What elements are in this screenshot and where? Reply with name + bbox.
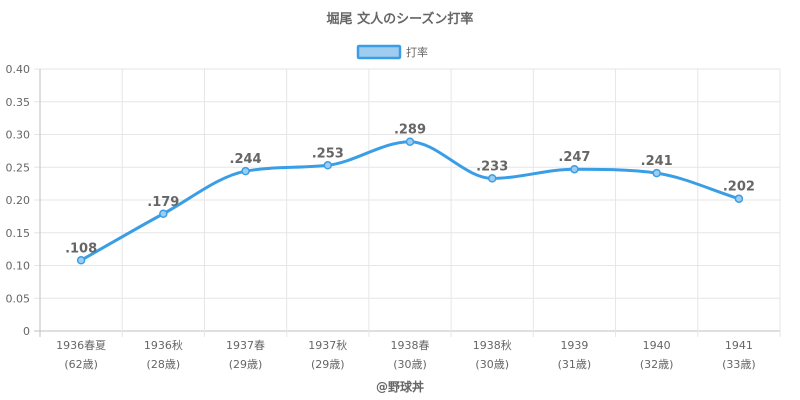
data-point[interactable] bbox=[323, 161, 333, 170]
grid bbox=[34, 68, 781, 337]
data-point[interactable] bbox=[241, 166, 250, 176]
data-label: .202 bbox=[723, 180, 755, 195]
data-label: .253 bbox=[312, 146, 344, 161]
data-label: .247 bbox=[558, 150, 590, 165]
data-point[interactable] bbox=[570, 164, 579, 174]
data-point[interactable] bbox=[487, 174, 497, 183]
data-points bbox=[76, 137, 744, 265]
data-point[interactable] bbox=[405, 137, 415, 146]
legend-swatch bbox=[356, 44, 402, 60]
data-point[interactable] bbox=[159, 209, 168, 219]
x-tick-label: 1937秋 bbox=[308, 338, 347, 352]
y-tick-label: 0.30 bbox=[6, 129, 31, 142]
legend[interactable]: 打率 bbox=[356, 44, 428, 60]
data-label: .244 bbox=[230, 152, 262, 167]
data-label: .241 bbox=[641, 154, 673, 169]
x-tick-age-label: (29歳) bbox=[311, 358, 345, 371]
x-tick-label: 1938秋 bbox=[473, 338, 512, 352]
data-label: .108 bbox=[65, 241, 97, 256]
y-tick-label: 0.40 bbox=[6, 63, 31, 76]
x-tick-age-label: (31歳) bbox=[558, 358, 592, 371]
data-point[interactable] bbox=[734, 194, 744, 203]
x-tick-label: 1941 bbox=[725, 339, 753, 352]
chart-title: 堀尾 文人のシーズン打率 bbox=[327, 11, 474, 27]
x-tick-label: 1938春 bbox=[391, 339, 430, 352]
y-tick-label: 0.10 bbox=[6, 260, 31, 273]
y-tick-label: 0.20 bbox=[6, 194, 31, 207]
x-tick-age-label: (30歳) bbox=[393, 358, 427, 371]
x-tick-age-label: (62歳) bbox=[64, 358, 98, 371]
y-tick-label: 0 bbox=[23, 325, 30, 338]
x-tick-age-label: (30歳) bbox=[475, 358, 509, 371]
data-labels: .108 .179 .244 .253 .289 .233 .247 .241 .202 bbox=[65, 123, 755, 257]
credit-text: @野球丼 bbox=[376, 379, 424, 394]
x-tick-label: 1936秋 bbox=[144, 338, 183, 352]
x-tick-label: 1937春 bbox=[226, 339, 265, 352]
x-axis-ticks: 1936春夏 (62歳) 1936秋 (28歳) 1937春 (29歳) 1937秋 (29歳… bbox=[56, 338, 756, 371]
y-tick-label: 0.05 bbox=[6, 292, 31, 305]
x-tick-age-label: (32歳) bbox=[640, 358, 674, 371]
x-tick-label: 1936春夏 bbox=[56, 339, 106, 352]
data-label: .179 bbox=[147, 195, 179, 210]
y-axis-ticks: 0 0.05 0.10 0.15 0.20 0.25 0.30 0.35 0.40 bbox=[6, 63, 31, 338]
y-tick-label: 0.25 bbox=[6, 161, 31, 174]
legend-label: 打率 bbox=[406, 45, 428, 59]
x-tick-label: 1940 bbox=[643, 339, 671, 352]
data-point[interactable] bbox=[76, 256, 86, 265]
data-label: .233 bbox=[476, 159, 508, 174]
x-tick-age-label: (28歳) bbox=[147, 358, 181, 371]
y-tick-label: 0.35 bbox=[6, 96, 31, 109]
x-tick-age-label: (33歳) bbox=[722, 358, 756, 371]
y-tick-label: 0.15 bbox=[6, 227, 31, 240]
x-tick-age-label: (29歳) bbox=[229, 358, 263, 371]
x-tick-label: 1939 bbox=[560, 339, 588, 352]
data-point[interactable] bbox=[652, 168, 661, 178]
data-label: .289 bbox=[394, 123, 426, 138]
